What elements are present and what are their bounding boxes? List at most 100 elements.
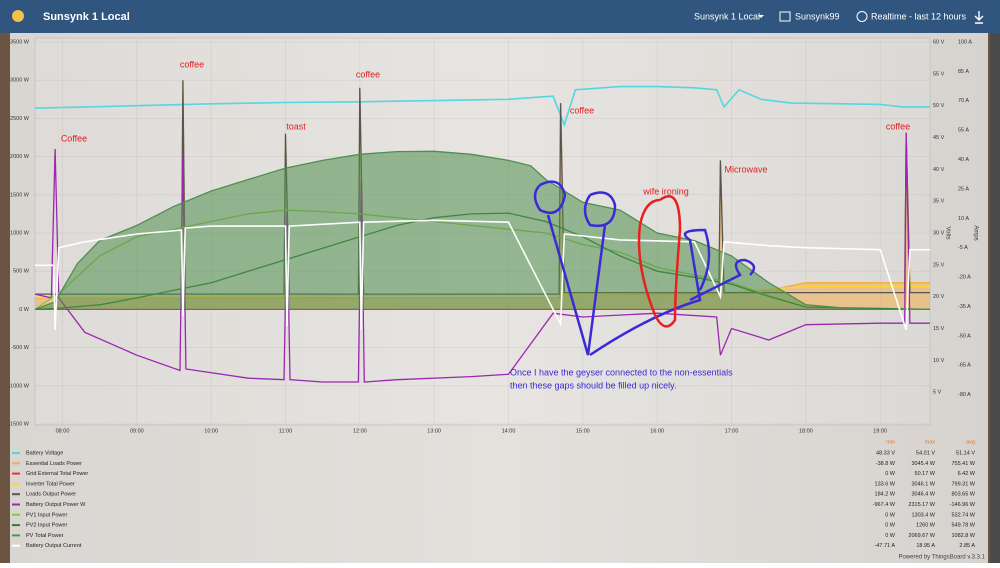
y2-tick-label: 35 V: [933, 199, 945, 205]
legend-label: PV Total Power: [26, 533, 64, 539]
y2-tick-label: 10 V: [933, 358, 945, 364]
y3-axis-title: Amps: [972, 225, 978, 240]
series-line: [34, 132, 930, 383]
y3-tick-label: 25 A: [958, 186, 969, 192]
legend-stat: 0 W: [885, 523, 896, 529]
y2-tick-label: 50 V: [933, 103, 945, 109]
legend-label: Inverter Total Power: [26, 481, 75, 487]
x-tick-label: 18:00: [799, 428, 813, 434]
legend-stat: 0 W: [885, 533, 896, 539]
x-tick-label: 12:00: [353, 428, 367, 434]
legend-stat: 799.31 W: [951, 481, 975, 487]
legend-stat: 755.41 W: [951, 461, 975, 467]
annotation: wife ironing: [642, 186, 689, 196]
y-tick-label: 1500 W: [10, 192, 30, 198]
y2-tick-label: 30 V: [933, 230, 945, 236]
timewindow[interactable]: Realtime - last 12 hours: [871, 11, 967, 21]
y-tick-label: -500 W: [11, 345, 30, 351]
device-icon[interactable]: [779, 11, 791, 22]
legend-stat: 3046.4 W: [911, 492, 935, 498]
y2-tick-label: 20 V: [933, 294, 945, 300]
dashboard-select[interactable]: Sunsynk 1 Local: [694, 11, 760, 21]
y3-tick-label: -50 A: [958, 333, 971, 339]
footer: Powered by ThingsBoard v.3.3.1: [899, 555, 986, 561]
legend-stat: 3045.4 W: [911, 461, 935, 467]
legend-stat: 1260 W: [916, 523, 936, 529]
y2-tick-label: 45 V: [933, 135, 945, 141]
legend-header: avg: [966, 439, 975, 445]
legend-stat: 549.78 W: [951, 523, 975, 529]
y-tick-label: 1000 W: [10, 230, 30, 236]
x-tick-label: 10:00: [204, 428, 218, 434]
y2-tick-label: 25 V: [933, 262, 945, 268]
y3-tick-label: -65 A: [958, 363, 971, 369]
y3-tick-label: 55 A: [958, 128, 969, 134]
y-tick-label: 500 W: [13, 269, 30, 275]
scribbles: [533, 180, 756, 357]
y3-tick-label: -80 A: [958, 392, 971, 398]
legend-stat: 2069.67 W: [908, 533, 935, 539]
legend-label: Loads Output Power: [26, 492, 76, 498]
legend-stat: 50.17 W: [915, 471, 936, 477]
dropdown-icon[interactable]: [758, 15, 764, 18]
series-line: [34, 85, 930, 128]
x-tick-label: 13:00: [427, 428, 441, 434]
legend-header: max: [925, 439, 936, 445]
note: Once I have the geyser connected to the …: [510, 367, 733, 377]
legend-stat: 1303.4 W: [911, 512, 935, 518]
legend-label: Battery Voltage: [26, 450, 63, 456]
legend-stat: 3046.1 W: [911, 481, 935, 487]
x-tick-label: 15:00: [576, 428, 590, 434]
y3-tick-label: -35 A: [958, 304, 971, 310]
y-tick-label: -1500 W: [8, 421, 30, 427]
y-tick-label: 0 W: [19, 307, 30, 313]
x-tick-label: 11:00: [279, 428, 292, 434]
y2-tick-label: 40 V: [933, 167, 945, 173]
legend-stat: 803.65 W: [951, 492, 975, 498]
legend-stat: 54.01 V: [916, 450, 935, 456]
y-tick-label: -1000 W: [8, 383, 30, 389]
y-tick-label: 2500 W: [10, 116, 30, 122]
legend-label: Grid External Total Power: [26, 471, 88, 477]
legend-stat: 48.33 V: [876, 450, 895, 456]
x-tick-label: 14:00: [502, 428, 516, 434]
note: then these gaps should be filled up nice…: [510, 380, 676, 390]
annotation: coffee: [180, 59, 204, 69]
y3-tick-label: 85 A: [958, 69, 969, 75]
legend-label: PV1 Input Power: [26, 512, 67, 518]
toolbar: [0, 0, 1000, 33]
y-tick-label: 2000 W: [10, 154, 30, 160]
x-tick-label: 09:00: [130, 428, 144, 434]
y3-tick-label: -5 A: [958, 245, 968, 251]
legend-stat: 184.2 W: [875, 492, 896, 498]
series-line: [34, 150, 930, 311]
legend-stat: -47.71 A: [875, 543, 896, 549]
legend-header: min: [886, 439, 895, 445]
y-tick-label: 3000 W: [10, 78, 30, 84]
dashboard-title: Sunsynk 1 Local: [43, 11, 130, 23]
y3-tick-label: 100 A: [958, 39, 972, 45]
x-tick-label: 16:00: [650, 428, 664, 434]
y2-tick-label: 60 V: [933, 39, 945, 45]
clock-icon[interactable]: [856, 11, 868, 22]
annotation: Coffee: [61, 133, 87, 143]
y-tick-label: 3500 W: [10, 39, 30, 45]
x-tick-label: 08:00: [56, 428, 70, 434]
x-tick-label: 17:00: [725, 428, 739, 434]
legend-stat: 2.85 A: [959, 543, 975, 549]
x-tick-label: 19:00: [873, 428, 887, 434]
y3-tick-label: -20 A: [958, 275, 971, 281]
y3-tick-label: 70 A: [958, 98, 969, 104]
scrollbar[interactable]: [990, 33, 1000, 563]
legend-stat: 6.42 W: [958, 471, 976, 477]
y2-tick-label: 5 V: [933, 390, 942, 396]
y2-axis-title: Volts: [944, 226, 950, 239]
logo: [12, 10, 24, 22]
legend-stat: 0 W: [885, 471, 896, 477]
legend-label: Battery Output Power W: [26, 502, 86, 508]
legend-stat: 51.14 V: [956, 450, 975, 456]
legend-stat: -967.4 W: [873, 502, 896, 508]
export-icon[interactable]: [974, 11, 984, 24]
device-select[interactable]: Sunsynk99: [795, 11, 840, 21]
